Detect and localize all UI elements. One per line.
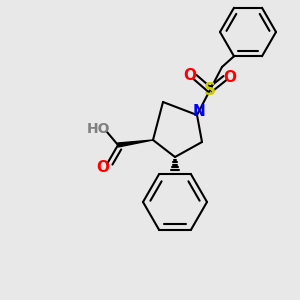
Text: O: O bbox=[224, 70, 236, 85]
Text: HO: HO bbox=[87, 122, 111, 136]
Text: N: N bbox=[193, 104, 206, 119]
Polygon shape bbox=[118, 140, 153, 147]
Text: O: O bbox=[184, 68, 196, 83]
Text: S: S bbox=[204, 81, 216, 99]
Text: O: O bbox=[97, 160, 110, 175]
